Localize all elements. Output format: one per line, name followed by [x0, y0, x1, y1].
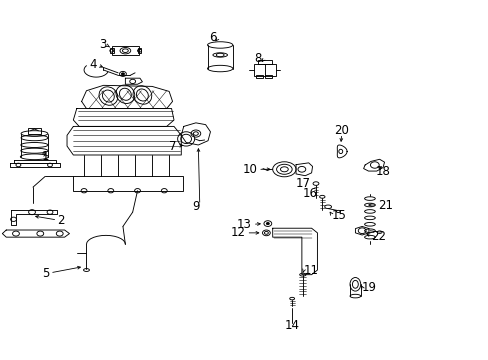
- Bar: [73, 176, 183, 191]
- Bar: [258, 60, 271, 64]
- Text: 12: 12: [230, 226, 245, 239]
- Text: 19: 19: [362, 282, 376, 294]
- Text: 7: 7: [168, 140, 176, 153]
- Text: 14: 14: [284, 319, 299, 332]
- Text: 13: 13: [236, 218, 251, 231]
- Text: 9: 9: [192, 200, 200, 213]
- Bar: [264, 75, 272, 78]
- Text: 6: 6: [208, 31, 216, 44]
- Text: 16: 16: [302, 187, 317, 200]
- Text: 17: 17: [295, 177, 310, 190]
- Text: 4: 4: [89, 58, 97, 72]
- Text: 3: 3: [99, 39, 106, 51]
- Text: 22: 22: [370, 230, 385, 243]
- Bar: [256, 75, 263, 78]
- Text: 1: 1: [41, 150, 49, 163]
- Bar: [137, 48, 141, 53]
- Text: 15: 15: [331, 209, 346, 222]
- Bar: [112, 46, 139, 55]
- Bar: [28, 128, 41, 134]
- Bar: [254, 64, 276, 76]
- Bar: [110, 48, 114, 53]
- Circle shape: [121, 73, 124, 75]
- Text: 8: 8: [254, 52, 262, 65]
- Text: 11: 11: [303, 264, 318, 276]
- Text: 10: 10: [242, 163, 257, 176]
- Text: 21: 21: [377, 199, 392, 212]
- Text: 20: 20: [334, 124, 348, 137]
- Text: 18: 18: [375, 165, 390, 177]
- Text: 2: 2: [57, 214, 65, 227]
- Text: 5: 5: [41, 267, 49, 280]
- Circle shape: [266, 222, 269, 225]
